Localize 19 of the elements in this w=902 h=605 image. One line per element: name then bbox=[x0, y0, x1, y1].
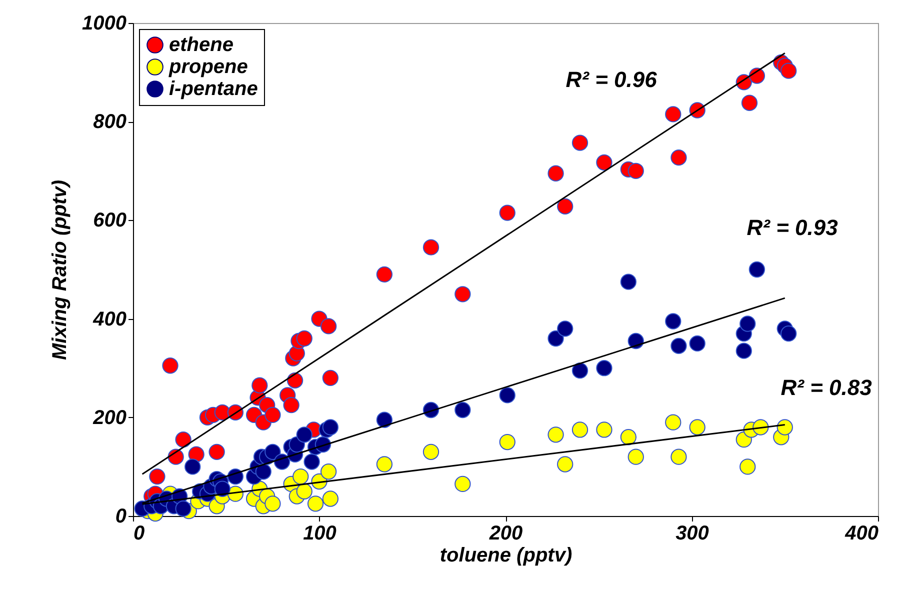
y-tick-label: 200 bbox=[92, 406, 126, 429]
y-tick-label: 1000 bbox=[82, 12, 126, 34]
annotation: R² = 0.93 bbox=[746, 215, 838, 240]
x-axis-title: toluene (pptv) bbox=[440, 544, 572, 566]
x-tick-label: 100 bbox=[303, 522, 336, 544]
y-tick-label: 0 bbox=[115, 506, 126, 528]
legend-label: i-pentane bbox=[169, 78, 258, 100]
y-axis-title: Mixing Ratio (pptv) bbox=[49, 180, 72, 360]
x-tick-label: 200 bbox=[488, 522, 523, 544]
y-tick-label: 400 bbox=[92, 308, 126, 330]
annotation: R² = 0.83 bbox=[780, 374, 872, 400]
x-tick-label: 300 bbox=[676, 522, 709, 544]
x-tick-label: 400 bbox=[844, 522, 878, 544]
y-tick-label: 800 bbox=[93, 111, 126, 134]
x-tick-label: 0 bbox=[134, 522, 145, 544]
annotation: R² = 0.96 bbox=[566, 67, 658, 92]
legend-label: ethene bbox=[169, 34, 234, 56]
y-tick-label: 600 bbox=[93, 210, 126, 232]
legend-label: propene bbox=[168, 56, 248, 78]
